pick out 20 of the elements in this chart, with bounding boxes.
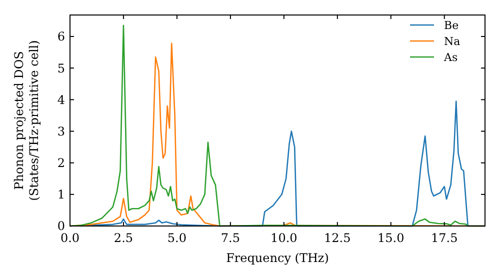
x-tick-label: 17.5 (430, 231, 458, 245)
x-axis-title: Frequency (THz) (226, 251, 329, 265)
x-tick-label: 10.0 (270, 231, 298, 245)
y-tick-label: 0 (57, 219, 65, 234)
x-tick-label: 2.5 (114, 231, 134, 245)
y-tick-label: 1 (57, 188, 65, 202)
y-axis-title: Phonon projected DOS (States/THz·primitive cell) (12, 40, 41, 201)
y-tick-label: 3 (57, 124, 65, 138)
x-tick-label: 7.5 (220, 231, 240, 245)
x-tick-label: 0.0 (60, 231, 80, 245)
x-tick-label: 12.5 (324, 231, 351, 245)
y-tick-label: 5 (57, 61, 65, 76)
legend-label: Be (444, 18, 459, 32)
legend-label: Na (444, 34, 461, 48)
y-tick-label: 4 (57, 92, 66, 107)
y-tick-label: 2 (57, 156, 65, 170)
x-tick-label: 5.0 (167, 231, 187, 245)
y-tick-label: 6 (57, 30, 65, 44)
x-tick-label: 15.0 (378, 231, 404, 245)
legend-label: As (443, 50, 458, 64)
